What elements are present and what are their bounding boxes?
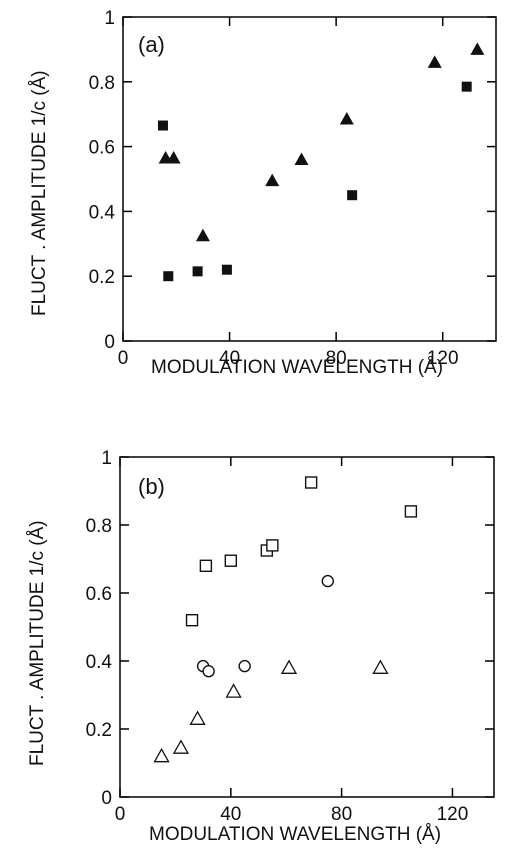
panel-a-y-tick-label: 0.4 [89, 202, 116, 223]
panel-b-point-open-square [404, 505, 418, 518]
panel-b-point-open-triangle [372, 659, 389, 674]
panel-a-label: (a) [138, 32, 165, 57]
panel-b-point-open-square [199, 559, 213, 572]
panel-b-x-axis-label: MODULATION WAVELENGTH (Å) [149, 824, 441, 845]
panel-a-plot-frame [122, 16, 497, 342]
panel-a-y-tick-label: 0 [104, 332, 115, 353]
panel-a-point-filled-square [157, 120, 168, 131]
panel-b-point-open-triangle [172, 739, 190, 754]
panel-b-y-tick-label: 1 [101, 448, 112, 469]
panel-b-x-tick-label: 0 [115, 804, 126, 825]
panel-a-x-tick-label: 120 [427, 348, 459, 369]
panel-a: (a) MODULATION WAVELENGTH (Å) FLUCT . AM… [29, 8, 497, 378]
panel-b-y-tick-label: 0.2 [86, 720, 112, 741]
panel-a-point-filled-triangle [294, 152, 309, 166]
panel-a-point-filled-triangle [470, 42, 485, 55]
panel-b-point-open-triangle [280, 659, 298, 674]
panel-a-x-axis-label: MODULATION WAVELENGTH (Å) [151, 357, 443, 378]
panel-a-point-filled-square [163, 271, 174, 282]
panel-a-points [157, 42, 485, 282]
panel-a-point-filled-triangle [339, 112, 354, 125]
panel-a-point-filled-triangle [265, 173, 280, 187]
panel-b-x-tick-label: 80 [331, 804, 352, 825]
panel-b-x-tick-label: 120 [437, 804, 469, 825]
panel-a-y-axis-label: FLUCT . AMPLITUDE 1/c (Å) [29, 70, 50, 316]
panel-b-y-tick-label: 0.8 [86, 516, 112, 537]
panel-a-y-ticks: 0 0.2 0.4 0.6 0.8 1 [89, 8, 496, 353]
panel-a-point-filled-triangle [427, 55, 442, 68]
panel-b-y-tick-label: 0 [101, 788, 112, 809]
panel-a-point-filled-triangle [195, 228, 210, 242]
panel-b-point-open-triangle [225, 683, 242, 698]
panel-b-point-open-triangle [189, 710, 206, 725]
panel-a-y-tick-label: 0.2 [89, 267, 115, 288]
panel-a-point-filled-square [347, 190, 358, 201]
panel-b-y-axis-label: FLUCT . AMPLITUDE 1/c (Å) [27, 520, 48, 766]
panel-b-points [153, 476, 418, 763]
panel-a-point-filled-triangle [166, 150, 181, 164]
panel-a-y-tick-label: 0.8 [89, 73, 115, 94]
panel-b-point-open-square [304, 476, 318, 489]
panel-a-point-filled-square [461, 81, 472, 92]
panel-a-x-tick-label: 0 [118, 348, 129, 369]
panel-b-y-tick-label: 0.6 [86, 584, 112, 605]
panel-a-point-filled-square [221, 264, 232, 275]
panel-b-point-open-circle [321, 574, 334, 588]
panel-b-y-tick-label: 0.4 [86, 652, 113, 673]
panel-a-point-filled-square [192, 266, 203, 277]
panel-b-point-open-square [266, 539, 279, 552]
panel-b-label: (b) [138, 474, 165, 499]
panel-a-x-tick-label: 40 [219, 348, 240, 369]
panel-b: (b) MODULATION WAVELENGTH (Å) FLUCT . AM… [27, 448, 495, 845]
panel-a-x-tick-label: 80 [326, 348, 347, 369]
panel-b-point-open-circle [238, 659, 251, 673]
panel-a-y-tick-label: 1 [104, 8, 115, 29]
panel-b-point-open-square [185, 614, 199, 627]
panel-b-point-open-triangle [153, 747, 170, 763]
panel-b-point-open-circle [202, 665, 215, 678]
panel-b-plot-frame [119, 456, 495, 798]
panel-b-point-open-square [224, 554, 238, 567]
panel-b-x-ticks: 0 40 80 120 [115, 457, 469, 825]
panel-b-y-ticks: 0 0.2 0.4 0.6 0.8 1 [86, 448, 494, 809]
panel-b-x-tick-label: 40 [220, 804, 241, 825]
panel-a-x-ticks: 0 40 80 120 [118, 17, 459, 369]
panel-a-y-tick-label: 0.6 [89, 138, 115, 159]
